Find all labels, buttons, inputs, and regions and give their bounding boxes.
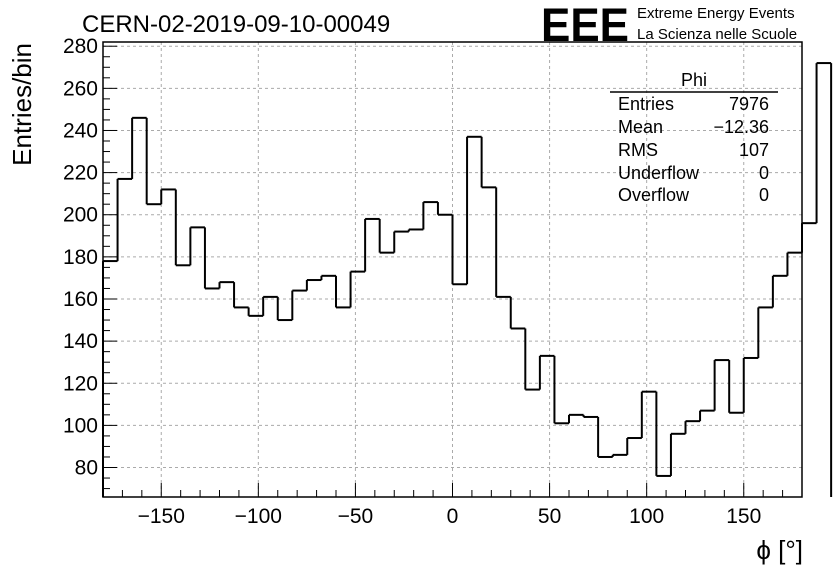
y-tick-label: 180 — [63, 246, 98, 269]
y-tick-label: 120 — [63, 372, 98, 395]
y-tick-label: 80 — [75, 457, 98, 480]
org-name: Extreme Energy Events — [637, 5, 795, 22]
x-tick-label: −150 — [138, 505, 185, 528]
grid-lines — [103, 42, 802, 497]
stats-value-rms: 107 — [739, 140, 769, 160]
x-tick-label: −100 — [235, 505, 282, 528]
y-tick-label: 200 — [63, 204, 98, 227]
x-axis-ticks: −150 −100 −50 0 50 100 150 — [102, 483, 803, 528]
x-tick-label: 100 — [629, 505, 664, 528]
x-tick-label: 50 — [538, 505, 561, 528]
stats-value-overflow: 0 — [759, 185, 769, 205]
stats-title: Phi — [681, 70, 707, 90]
x-tick-label: 0 — [447, 505, 459, 528]
chart-title: CERN-02-2019-09-10-00049 — [82, 11, 390, 38]
stats-label-overflow: Overflow — [618, 185, 690, 205]
y-axis-label: Entries/bin — [7, 43, 37, 166]
eee-logo: EEE — [541, 0, 629, 51]
y-tick-label: 260 — [63, 77, 98, 100]
stats-label-underflow: Underflow — [618, 163, 700, 183]
stats-value-entries: 7976 — [729, 94, 769, 114]
stats-value-underflow: 0 — [759, 163, 769, 183]
x-tick-label: 150 — [726, 505, 761, 528]
stats-label-mean: Mean — [618, 117, 663, 137]
y-tick-label: 220 — [63, 162, 98, 185]
y-tick-label: 160 — [63, 288, 98, 311]
x-tick-label: −50 — [338, 505, 374, 528]
y-tick-label: 240 — [63, 119, 98, 142]
stats-label-rms: RMS — [618, 140, 658, 160]
stats-box: Phi Entries 7976 Mean −12.36 RMS 107 Und… — [610, 70, 778, 205]
y-axis-ticks: 80 100 120 140 160 180 200 220 240 260 280 — [63, 35, 117, 490]
stats-value-mean: −12.36 — [713, 117, 769, 137]
y-tick-label: 140 — [63, 330, 98, 353]
x-axis-label: ϕ [°] — [756, 535, 803, 565]
org-subtitle: La Scienza nelle Scuole — [637, 26, 797, 43]
y-tick-label: 100 — [63, 414, 98, 437]
y-tick-label: 280 — [63, 35, 98, 58]
histogram-series — [102, 62, 833, 497]
stats-label-entries: Entries — [618, 94, 674, 114]
